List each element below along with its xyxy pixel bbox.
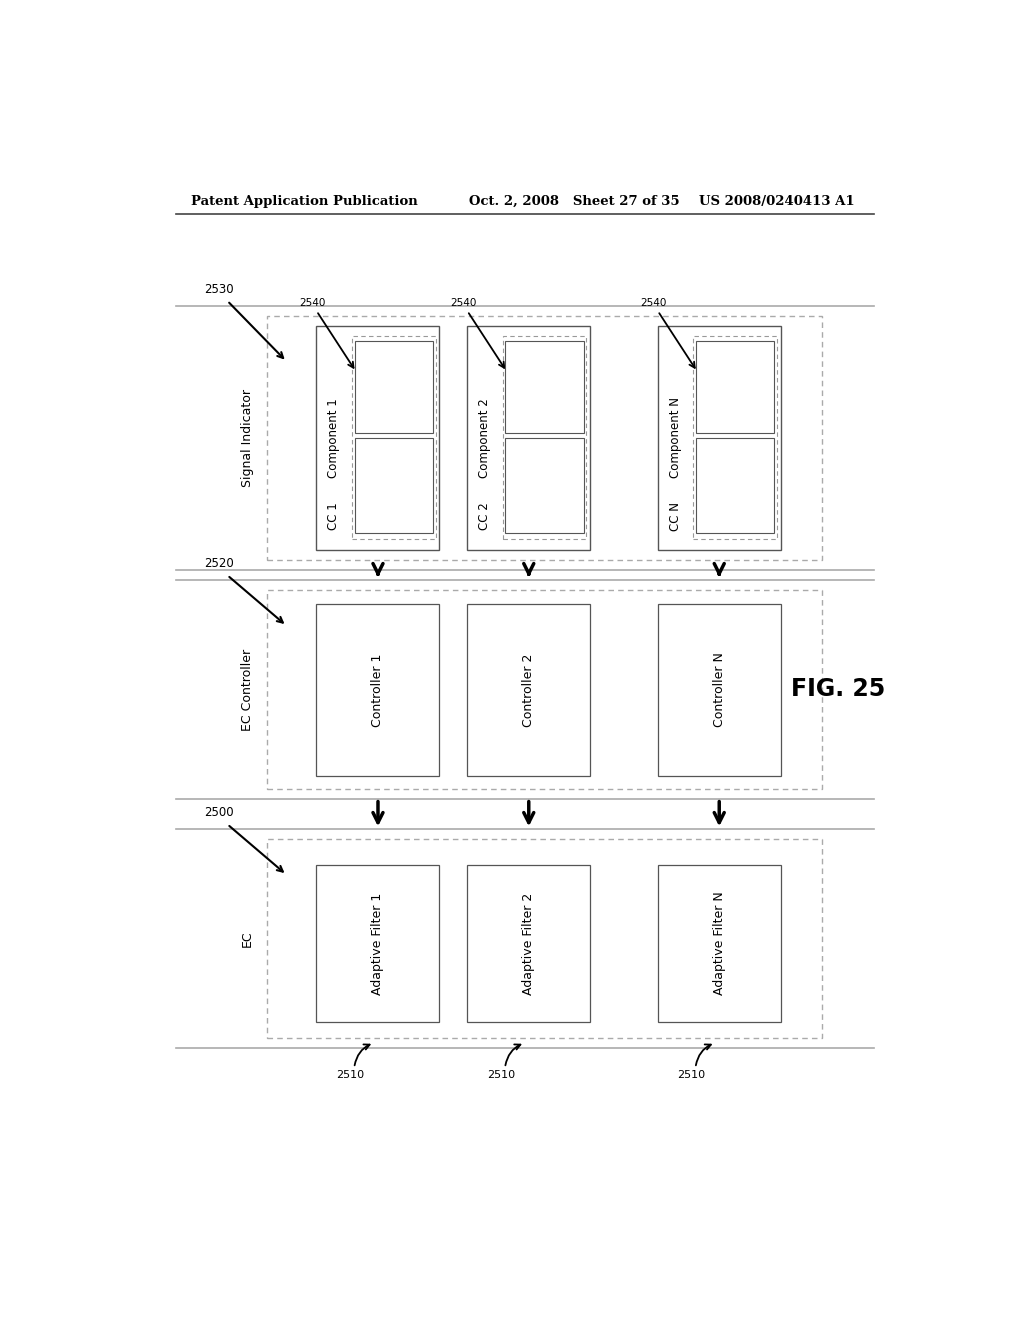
Text: 2510: 2510 [487,1071,515,1080]
Bar [267,590,822,788]
Text: Controller N: Controller N [713,652,726,727]
Text: Adaptive Filter 2: Adaptive Filter 2 [522,892,536,995]
Bar [267,840,822,1038]
Text: 2510: 2510 [336,1071,365,1080]
Bar [696,342,774,433]
Bar [657,326,780,549]
Text: FIG. 25: FIG. 25 [792,677,886,701]
Bar [467,326,590,549]
Bar [354,438,433,533]
Text: CC 2: CC 2 [478,503,492,531]
Bar [506,342,584,433]
Text: Component N: Component N [669,397,682,478]
Text: Adaptive Filter N: Adaptive Filter N [713,892,726,995]
Text: SD 2: SD 2 [539,473,551,500]
Bar [696,438,774,533]
Text: Controller 2: Controller 2 [522,653,536,727]
Text: EC: EC [241,931,254,946]
Text: CC N: CC N [669,502,682,531]
Text: 2520: 2520 [205,557,234,570]
Bar [316,603,439,776]
Text: SD N: SD N [729,471,741,500]
Text: US 2008/0240413 A1: US 2008/0240413 A1 [699,194,855,207]
Text: 2540: 2540 [451,298,476,308]
Bar [503,337,587,539]
Text: 2540: 2540 [641,298,667,308]
Bar [352,337,435,539]
Bar [467,865,590,1022]
Text: Controller 1: Controller 1 [372,653,384,727]
Text: Signal Indicator: Signal Indicator [241,389,254,487]
Text: Component 1: Component 1 [328,399,340,478]
Bar [506,438,584,533]
Text: 2510: 2510 [678,1071,706,1080]
Bar [316,326,439,549]
Bar [467,603,590,776]
Text: 2540: 2540 [299,298,326,308]
Text: D 1: D 1 [387,378,400,397]
Text: CC 1: CC 1 [328,503,340,531]
Text: Oct. 2, 2008   Sheet 27 of 35: Oct. 2, 2008 Sheet 27 of 35 [469,194,680,207]
Text: Adaptive Filter 1: Adaptive Filter 1 [372,892,384,995]
Bar [693,337,777,539]
Bar [354,342,433,433]
Text: 2500: 2500 [205,807,234,818]
Bar [316,865,439,1022]
Text: Component 2: Component 2 [478,399,492,478]
Text: Patent Application Publication: Patent Application Publication [191,194,418,207]
Text: D 2: D 2 [539,378,551,397]
Bar [657,865,780,1022]
Text: D N: D N [729,376,741,399]
Bar [267,315,822,560]
Text: 2530: 2530 [205,282,234,296]
Text: EC Controller: EC Controller [241,648,254,730]
Text: SD 1: SD 1 [387,473,400,500]
Bar [657,603,780,776]
